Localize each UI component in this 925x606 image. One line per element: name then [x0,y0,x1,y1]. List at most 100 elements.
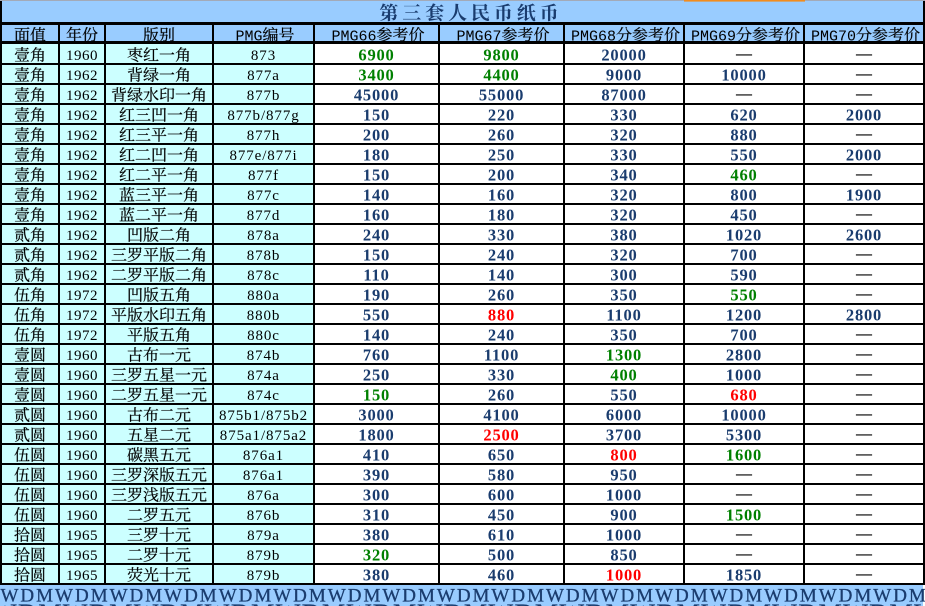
svg-text:1900: 1900 [846,186,882,205]
svg-text:240: 240 [363,226,390,245]
svg-text:460: 460 [488,566,515,585]
svg-text:1000: 1000 [726,366,762,385]
svg-text:45000: 45000 [354,86,399,105]
svg-text:880a: 880a [247,288,280,304]
svg-text:—: — [855,326,873,343]
svg-text:—: — [855,46,873,63]
svg-text:1000: 1000 [606,566,642,585]
svg-text:WDMWDMWDMWDMWDMWDMWDMWDMWDMWDM: WDMWDMWDMWDMWDMWDMWDMWDMWDMWDMWDMWDMWDMW… [0,599,925,606]
svg-text:1960: 1960 [66,48,98,64]
svg-text:550: 550 [730,286,757,305]
svg-text:877f: 877f [248,168,279,184]
svg-text:1962: 1962 [66,68,98,84]
svg-text:—: — [735,486,753,503]
svg-text:1960: 1960 [66,408,98,424]
svg-text:460: 460 [730,166,757,185]
svg-text:—: — [855,246,873,263]
svg-text:1200: 1200 [726,306,762,325]
svg-text:380: 380 [363,526,390,545]
svg-text:1965: 1965 [66,548,98,564]
svg-text:1972: 1972 [66,288,98,304]
svg-text:1962: 1962 [66,88,98,104]
svg-text:1962: 1962 [66,248,98,264]
svg-text:1100: 1100 [484,346,519,365]
svg-text:220: 220 [488,106,515,125]
svg-text:250: 250 [488,146,515,165]
svg-text:3700: 3700 [606,426,642,445]
svg-text:—: — [855,266,873,283]
svg-text:330: 330 [610,106,637,125]
svg-text:PMG: PMG [236,29,263,46]
svg-text:700: 700 [730,246,757,265]
svg-text:610: 610 [488,526,515,545]
svg-text:1300: 1300 [606,346,642,365]
svg-text:450: 450 [730,206,757,225]
svg-text:1962: 1962 [66,208,98,224]
svg-text:300: 300 [363,486,390,505]
svg-text:1962: 1962 [66,268,98,284]
svg-text:150: 150 [363,166,390,185]
svg-text:900: 900 [610,506,637,525]
svg-text:PMG68: PMG68 [571,29,616,46]
svg-text:—: — [855,426,873,443]
svg-text:876a1: 876a1 [243,448,284,464]
svg-text:—: — [735,86,753,103]
svg-text:878b: 878b [247,248,281,264]
svg-text:580: 580 [488,466,515,485]
svg-text:879a: 879a [247,528,280,544]
svg-text:877b: 877b [247,88,281,104]
svg-text:160: 160 [488,186,515,205]
svg-text:240: 240 [488,246,515,265]
svg-text:800: 800 [610,446,637,465]
svg-text:875b1/875b2: 875b1/875b2 [219,408,308,424]
svg-text:877d: 877d [247,208,281,224]
svg-text:550: 550 [730,146,757,165]
svg-text:876b: 876b [247,508,281,524]
svg-text:—: — [855,486,873,503]
svg-text:1100: 1100 [606,306,641,325]
svg-text:—: — [855,346,873,363]
svg-text:1962: 1962 [66,168,98,184]
svg-text:878c: 878c [247,268,280,284]
svg-text:150: 150 [363,386,390,405]
svg-text:110: 110 [363,266,389,285]
svg-text:878a: 878a [247,228,280,244]
svg-text:1972: 1972 [66,308,98,324]
svg-text:1965: 1965 [66,568,98,584]
svg-text:950: 950 [610,466,637,485]
svg-text:320: 320 [610,186,637,205]
svg-text:300: 300 [610,266,637,285]
svg-text:—: — [855,386,873,403]
svg-text:2800: 2800 [726,346,762,365]
svg-text:880b: 880b [247,308,281,324]
svg-text:—: — [855,546,873,563]
svg-text:876a1: 876a1 [243,468,284,484]
svg-text:5300: 5300 [726,426,762,445]
svg-text:1962: 1962 [66,188,98,204]
svg-text:6000: 6000 [606,406,642,425]
svg-text:180: 180 [488,206,515,225]
svg-text:—: — [855,206,873,223]
svg-text:1960: 1960 [66,508,98,524]
svg-text:410: 410 [363,446,390,465]
svg-text:140: 140 [363,326,390,345]
svg-text:330: 330 [488,366,515,385]
svg-text:1962: 1962 [66,108,98,124]
svg-text:320: 320 [610,126,637,145]
svg-text:1972: 1972 [66,328,98,344]
svg-text:—: — [735,466,753,483]
svg-text:874a: 874a [247,368,280,384]
svg-text:390: 390 [363,466,390,485]
svg-text:PMG67: PMG67 [457,29,502,46]
svg-text:1020: 1020 [726,226,762,245]
svg-text:880c: 880c [247,328,280,344]
svg-text:1962: 1962 [66,128,98,144]
svg-text:—: — [855,86,873,103]
svg-text:879b: 879b [247,568,281,584]
svg-text:380: 380 [363,566,390,585]
svg-text:880: 880 [730,126,757,145]
svg-text:1850: 1850 [726,566,762,585]
svg-text:250: 250 [363,366,390,385]
svg-text:2500: 2500 [483,426,519,445]
svg-text:877e/877i: 877e/877i [229,148,297,164]
